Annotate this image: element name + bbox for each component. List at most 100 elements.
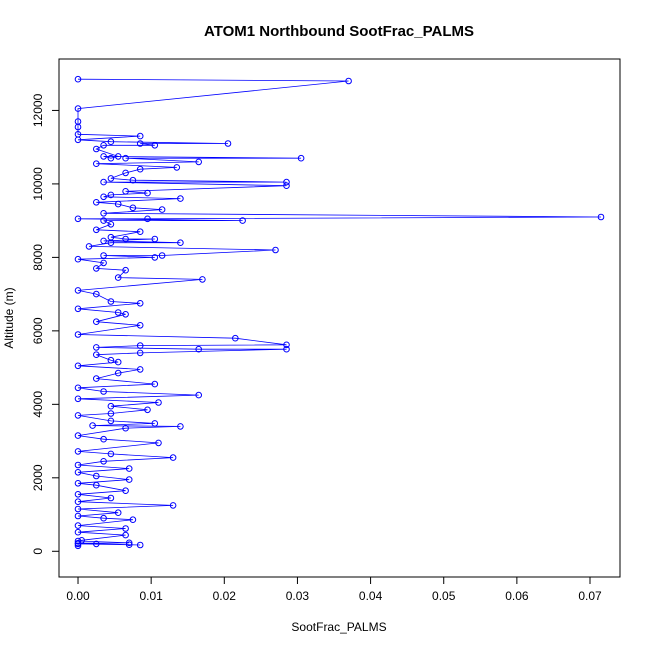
- data-point: [74, 131, 82, 138]
- data-point: [122, 424, 129, 432]
- data-point: [195, 345, 202, 353]
- data-point: [74, 215, 82, 223]
- data-point: [345, 77, 352, 85]
- y-tick-label: 8000: [31, 244, 45, 271]
- x-tick-label: 0.07: [578, 589, 602, 603]
- x-axis-ticks: 0.00 0.01 0.02 0.03 0.04 0.05 0.06 0.07: [66, 577, 602, 603]
- data-point: [173, 164, 181, 171]
- data-point: [100, 193, 107, 201]
- data-point: [74, 287, 82, 294]
- chart-title: ATOM1 Northbound SootFrac_PALMS: [204, 23, 474, 40]
- data-point: [100, 458, 107, 465]
- data-point: [239, 217, 246, 224]
- data-point: [93, 160, 100, 167]
- data-point: [136, 342, 144, 349]
- data-point: [122, 154, 129, 162]
- x-tick-label: 0.05: [432, 589, 456, 603]
- data-point: [122, 188, 129, 195]
- data-point: [125, 465, 133, 472]
- data-point: [122, 487, 129, 495]
- data-point: [100, 153, 107, 160]
- data-point: [93, 226, 100, 234]
- data-point: [283, 345, 290, 353]
- data-point: [297, 154, 305, 162]
- data-point: [100, 142, 107, 149]
- data-point: [74, 512, 82, 520]
- data-point: [272, 246, 279, 254]
- data-point: [283, 182, 290, 189]
- data-point: [93, 344, 100, 351]
- data-point: [125, 476, 133, 483]
- data-point: [93, 540, 100, 548]
- data-point: [125, 541, 133, 549]
- data-point: [74, 362, 82, 370]
- data-point: [93, 481, 100, 489]
- data-point: [100, 388, 107, 395]
- data-point: [74, 118, 82, 125]
- data-point: [107, 154, 115, 162]
- x-axis-label: SootFrac_PALMS: [291, 620, 386, 634]
- data-point: [89, 422, 96, 429]
- data-point: [93, 265, 100, 272]
- data-point: [158, 252, 166, 259]
- data-point: [136, 541, 144, 549]
- data-point: [195, 391, 202, 399]
- data-point: [93, 199, 100, 206]
- data-point: [93, 472, 100, 480]
- data-point: [114, 309, 122, 316]
- x-tick-label: 0.01: [139, 589, 163, 603]
- data-point: [114, 200, 122, 208]
- x-tick-label: 0.04: [359, 589, 383, 603]
- data-point: [151, 380, 159, 388]
- data-point: [74, 105, 82, 112]
- x-tick-label: 0.06: [505, 589, 529, 603]
- data-point: [125, 539, 133, 547]
- data-point: [136, 300, 144, 307]
- data-point: [74, 542, 82, 550]
- data-point: [107, 233, 115, 241]
- y-tick-label: 2000: [31, 464, 45, 491]
- data-point: [100, 514, 107, 522]
- data-point: [155, 439, 162, 447]
- data-point: [136, 132, 144, 140]
- data-point: [74, 469, 82, 476]
- data-point: [100, 210, 107, 217]
- data-point: [114, 369, 122, 377]
- data-point: [100, 259, 107, 267]
- data-point: [74, 448, 82, 455]
- data-point: [93, 318, 100, 326]
- data-point: [114, 509, 122, 517]
- data-point: [122, 169, 129, 177]
- data-point: [136, 228, 144, 235]
- data-point: [74, 522, 82, 529]
- data-point: [107, 138, 115, 145]
- data-point: [122, 531, 129, 539]
- data-point: [232, 334, 239, 342]
- data-point: [122, 525, 129, 532]
- data-point: [74, 331, 82, 338]
- y-tick-label: 12000: [31, 93, 45, 127]
- data-point: [151, 420, 159, 427]
- data-point: [114, 274, 122, 281]
- data-point: [169, 502, 177, 509]
- data-point: [151, 254, 159, 261]
- data-point: [74, 255, 82, 263]
- data-point: [224, 140, 232, 147]
- data-point: [129, 516, 137, 524]
- data-point: [177, 239, 184, 246]
- data-point: [283, 341, 290, 349]
- data-point: [107, 175, 115, 182]
- data-point: [74, 395, 82, 403]
- data-point: [122, 311, 129, 318]
- data-point: [597, 213, 605, 221]
- data-point: [74, 505, 82, 513]
- data-series: [74, 75, 605, 550]
- data-point: [74, 537, 82, 545]
- data-point: [158, 206, 166, 213]
- data-point: [107, 410, 115, 417]
- y-tick-label: 6000: [31, 317, 45, 344]
- data-point: [107, 450, 115, 458]
- data-point: [107, 191, 115, 199]
- x-tick-label: 0.03: [286, 589, 310, 603]
- data-point: [74, 498, 82, 506]
